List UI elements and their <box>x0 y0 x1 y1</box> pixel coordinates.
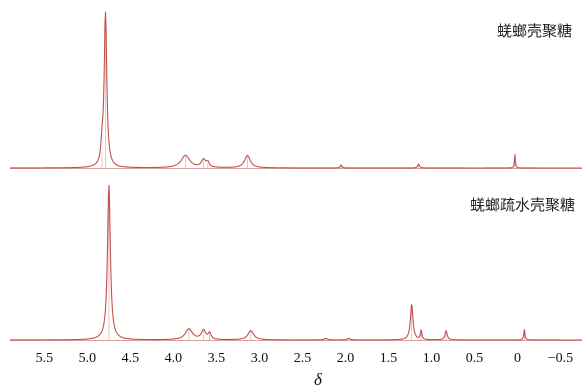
x-tick-label: 1.0 <box>423 351 441 366</box>
x-tick-label: 1.5 <box>380 351 398 366</box>
x-tick-label: 5.0 <box>79 351 97 366</box>
x-tick-label: 0 <box>514 351 521 366</box>
x-tick-label: 4.5 <box>122 351 140 366</box>
x-tick-labels: 5.5 5.0 4.5 4.0 3.5 3.0 2.5 2.0 1.5 1.0 0.5 0 −0.5 <box>36 351 574 366</box>
x-tick-label: 0.5 <box>466 351 484 366</box>
spectra-group <box>10 12 582 341</box>
x-axis-title: δ <box>314 370 323 389</box>
x-tick-label: −0.5 <box>548 351 573 366</box>
series-label-top: 蜣螂壳聚糖 <box>497 22 572 40</box>
x-tick-label: 2.0 <box>337 351 355 366</box>
x-tick-label: 3.0 <box>251 351 269 366</box>
x-tick-label: 4.0 <box>165 351 183 366</box>
series-label-bottom: 蜣螂疏水壳聚糖 <box>470 196 575 214</box>
x-tick-label: 3.5 <box>208 351 226 366</box>
x-tick-label: 2.5 <box>294 351 312 366</box>
x-tick-label: 5.5 <box>36 351 54 366</box>
